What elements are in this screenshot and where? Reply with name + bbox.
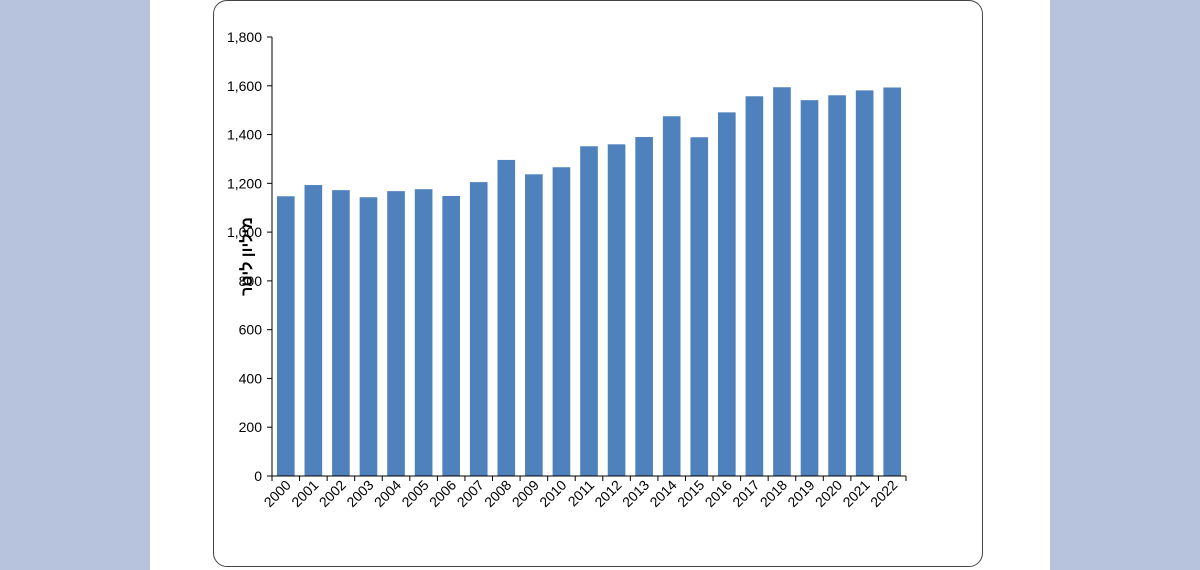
y-tick-label: 1,600 <box>227 78 262 94</box>
bar-2011 <box>580 146 598 476</box>
x-tick-label: 2020 <box>812 477 845 510</box>
x-tick-label: 2014 <box>646 477 679 510</box>
bar-2007 <box>469 182 488 477</box>
x-tick-label: 2022 <box>867 477 900 510</box>
bar-2018 <box>773 87 791 477</box>
y-tick-labels: 0 200 400 600 800 1,000 1,200 1,400 1,600 1,800 <box>227 29 262 484</box>
y-tick-label: 1,400 <box>227 127 262 143</box>
x-tick-label: 2010 <box>536 477 569 510</box>
chart-frame: מיליון ליטר 0 200 400 600 800 1,000 1,200 1,400… <box>213 0 983 567</box>
x-tick-label: 2002 <box>316 477 349 510</box>
y-tick-label: 800 <box>239 273 263 289</box>
bar-chart: מיליון ליטר 0 200 400 600 800 1,000 1,200 1,400… <box>227 29 907 510</box>
bar-2019 <box>800 100 819 477</box>
y-tick-label: 1,200 <box>227 175 262 191</box>
bar-2014 <box>662 116 681 476</box>
axes <box>267 36 907 481</box>
x-tick-label: 2004 <box>371 477 404 510</box>
bars <box>276 87 902 477</box>
bar-2006 <box>442 196 460 476</box>
y-axis-title-group: מיליון ליטר <box>238 217 256 296</box>
y-tick-label: 400 <box>239 370 263 386</box>
x-tick-label: 2017 <box>729 477 762 510</box>
bar-2004 <box>387 191 405 476</box>
y-tick-label: 1,000 <box>227 224 262 240</box>
x-tick-label: 2001 <box>288 477 321 510</box>
bar-2021 <box>855 90 874 476</box>
x-tick-label: 2016 <box>702 477 735 510</box>
x-tick-labels: 2000200120022003200420052006200720082009… <box>261 477 901 510</box>
x-tick-label: 2019 <box>784 477 817 510</box>
bar-2009 <box>525 174 543 476</box>
bar-2002 <box>332 190 350 476</box>
x-tick-label: 2008 <box>481 477 514 510</box>
x-tick-label: 2007 <box>454 477 487 510</box>
bar-2022 <box>883 87 902 477</box>
y-tick-label: 200 <box>239 419 263 435</box>
bar-2003 <box>359 197 378 477</box>
bar-2000 <box>276 196 295 476</box>
x-tick-label: 2000 <box>261 477 294 510</box>
bar-2015 <box>690 137 709 477</box>
x-tick-label: 2006 <box>426 477 459 510</box>
x-tick-label: 2018 <box>757 477 790 510</box>
y-tick-label: 1,800 <box>227 29 262 45</box>
x-tick-label: 2013 <box>619 477 652 510</box>
x-tick-label: 2015 <box>674 477 707 510</box>
bar-2010 <box>552 167 571 477</box>
x-tick-label: 2009 <box>509 477 542 510</box>
x-tick-label: 2012 <box>591 477 624 510</box>
y-axis-title: מיליון ליטר <box>238 217 256 296</box>
bar-2016 <box>718 112 736 477</box>
page-background: מיליון ליטר 0 200 400 600 800 1,000 1,200 1,400… <box>150 0 1050 570</box>
y-tick-label: 0 <box>254 468 262 484</box>
y-tick-label: 600 <box>239 322 263 338</box>
bar-2012 <box>607 144 626 476</box>
bar-2001 <box>304 185 323 477</box>
bar-2017 <box>745 96 764 476</box>
bar-2005 <box>414 189 433 476</box>
x-tick-label: 2005 <box>398 477 431 510</box>
x-tick-label: 2003 <box>343 477 376 510</box>
x-tick-label: 2021 <box>839 477 872 510</box>
x-tick-label: 2011 <box>565 477 598 510</box>
bar-2020 <box>828 95 846 476</box>
bar-2008 <box>497 159 516 477</box>
bar-2013 <box>635 136 653 477</box>
